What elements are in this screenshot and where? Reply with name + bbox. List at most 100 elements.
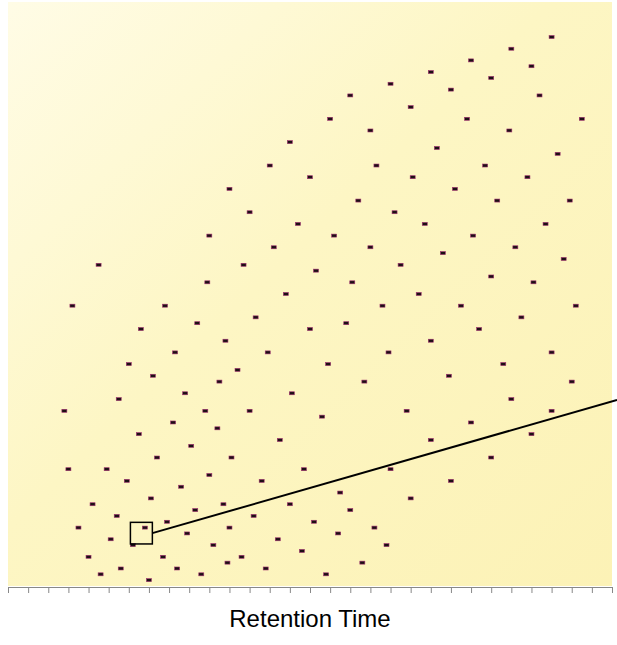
spot: [221, 503, 226, 506]
x-tick-mark: [471, 587, 472, 593]
x-tick-mark: [129, 587, 130, 593]
spot: [513, 246, 518, 249]
spot: [368, 246, 373, 249]
spot: [171, 421, 176, 424]
spot: [459, 304, 464, 307]
spot: [66, 468, 71, 471]
spot: [223, 339, 228, 342]
spot: [507, 129, 512, 132]
x-tick-mark: [89, 587, 90, 593]
highlight-box: [130, 522, 152, 544]
spot: [428, 439, 433, 442]
spot: [374, 164, 379, 167]
spot: [529, 433, 534, 436]
spot: [328, 117, 333, 120]
x-tick-mark: [592, 587, 593, 593]
spot: [217, 380, 222, 383]
spot: [561, 257, 566, 260]
spot: [247, 211, 252, 214]
x-axis-title: Retention Time: [229, 605, 390, 632]
x-tick-mark: [531, 587, 532, 593]
x-tick: [229, 587, 230, 593]
spot: [62, 409, 67, 412]
spot: [114, 514, 119, 517]
spot: [211, 544, 216, 547]
spot: [207, 474, 212, 477]
x-axis: [9, 587, 613, 593]
x-tick-mark: [431, 587, 432, 593]
x-tick: [330, 587, 331, 593]
spot: [207, 234, 212, 237]
x-tick: [89, 587, 90, 593]
spot: [271, 246, 276, 249]
spot: [150, 374, 155, 377]
spot: [360, 561, 365, 564]
spot: [142, 526, 147, 529]
x-tick-mark: [8, 587, 9, 593]
spot: [483, 164, 488, 167]
spot: [372, 526, 377, 529]
spot: [573, 304, 578, 307]
spot: [289, 392, 294, 395]
spot: [314, 269, 319, 272]
x-tick: [552, 587, 553, 593]
spot: [287, 503, 292, 506]
spot: [477, 328, 482, 331]
spot: [259, 479, 264, 482]
spot: [543, 222, 548, 225]
spot: [312, 520, 317, 523]
spot: [96, 263, 101, 266]
spots: [62, 36, 584, 582]
x-tick-mark: [411, 587, 412, 593]
x-tick: [129, 587, 130, 593]
spot: [173, 351, 178, 354]
x-tick-mark: [511, 587, 512, 593]
spot: [410, 176, 415, 179]
spot: [336, 532, 341, 535]
spot: [161, 555, 166, 558]
spot: [98, 573, 103, 576]
spot: [126, 363, 131, 366]
x-tick-mark: [209, 587, 210, 593]
x-tick: [411, 587, 412, 593]
x-tick-mark: [109, 587, 110, 593]
spot: [235, 368, 240, 371]
x-tick-mark: [572, 587, 573, 593]
x-tick: [109, 587, 110, 593]
x-tick-mark: [270, 587, 271, 593]
spot: [452, 187, 457, 190]
spot: [448, 479, 453, 482]
spot: [519, 316, 524, 319]
plot-background: [8, 2, 612, 586]
spot: [108, 538, 113, 541]
spot: [356, 199, 361, 202]
spot: [301, 468, 306, 471]
spot: [446, 374, 451, 377]
spot: [501, 363, 506, 366]
spot: [263, 567, 268, 570]
spot: [567, 199, 572, 202]
spot: [392, 211, 397, 214]
x-tick-mark: [68, 587, 69, 593]
spot: [549, 36, 554, 39]
spot: [471, 234, 476, 237]
spot: [308, 176, 313, 179]
spot: [448, 88, 453, 91]
spot: [422, 222, 427, 225]
spot: [299, 549, 304, 552]
x-tick: [149, 587, 150, 593]
spot: [163, 304, 168, 307]
spot: [416, 293, 421, 296]
spot: [138, 328, 143, 331]
x-tick-mark: [552, 587, 553, 593]
spot: [225, 561, 230, 564]
spot: [529, 65, 534, 68]
spot: [404, 409, 409, 412]
chart: Retention Time: [0, 0, 617, 645]
x-tick-mark: [612, 587, 613, 593]
spot: [525, 176, 530, 179]
spot: [350, 281, 355, 284]
spot: [408, 106, 413, 109]
spot: [90, 503, 95, 506]
spot: [189, 444, 194, 447]
